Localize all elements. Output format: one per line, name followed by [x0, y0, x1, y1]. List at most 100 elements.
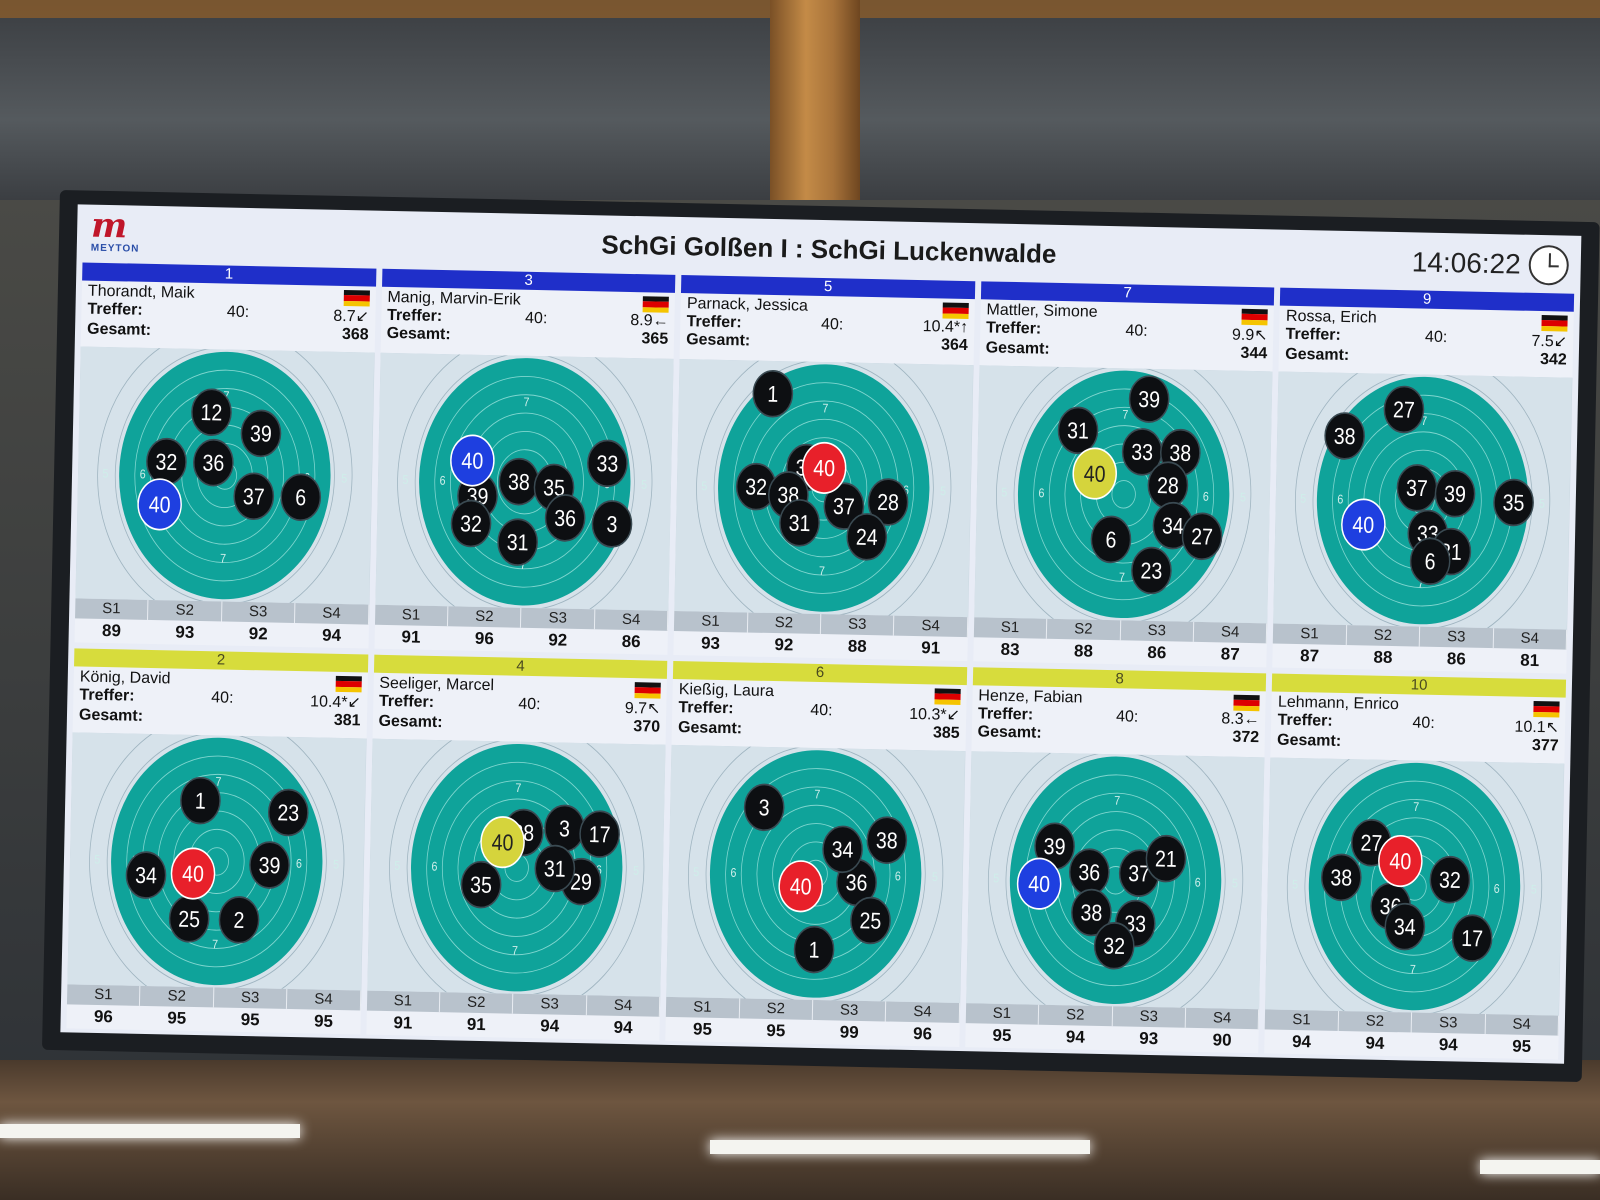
series-score: 88 [847, 636, 867, 656]
shot-number: 34 [135, 862, 157, 888]
series-values: 94 94 94 95 [1265, 1029, 1559, 1059]
last-shot-number: 40 [461, 448, 483, 474]
shot-disc [850, 896, 891, 945]
ring-number: 5 [932, 870, 939, 884]
shooter-info: Manig, Marvin-Erik Treffer: 40: 8.9← Gesamt:… [380, 287, 675, 359]
target-view: 667755123393425240 [67, 732, 367, 991]
series-score: 88 [1073, 641, 1094, 661]
shooter-info: Thorandt, Maik Treffer: 40: 8.7↙ Gesamt: 368 [81, 280, 376, 352]
ring-number: 5 [333, 858, 340, 872]
ceiling-lamp [0, 1124, 300, 1138]
series-label: S1 [374, 604, 449, 627]
series-label: S2 [1047, 618, 1121, 641]
shooter-info: König, David Treffer: 40: 10.4*↙ Gesamt: 381 [73, 666, 368, 738]
hits-label: Treffer: [985, 319, 1042, 338]
shot-disc [1093, 921, 1135, 970]
target-view: 66775513432383728312440 [674, 359, 974, 618]
shot-hole: 1 [752, 369, 794, 418]
last-shot-hole: 40 [1072, 447, 1117, 500]
shot-hole: 33 [586, 439, 628, 488]
ring-number: 5 [341, 472, 348, 486]
series-label: S4 [586, 995, 661, 1017]
last-shot-value: 7.5↙ [1531, 332, 1568, 351]
series-label: S1 [674, 610, 748, 633]
shot-disc [1429, 855, 1471, 904]
shot-number: 35 [470, 872, 492, 898]
ring-number: 7 [1119, 571, 1125, 585]
shot-number: 31 [789, 510, 811, 536]
shot-hole: 17 [1452, 914, 1493, 962]
shot-disc [1384, 902, 1426, 951]
ring-number: 5 [1001, 486, 1008, 500]
series-values: 95 94 93 90 [965, 1023, 1259, 1053]
series-score: 86 [621, 631, 641, 652]
target-ring [1111, 480, 1136, 509]
shot-hole: 31 [534, 844, 575, 893]
series-table: S1 S2 S3 S4 83 88 86 87 [973, 617, 1268, 667]
lane-panel-2: 2 König, David Treffer: 40: 10.4*↙ Gesamt: 381… [66, 648, 368, 1035]
series-score: 94 [1438, 1035, 1458, 1055]
series-score: 90 [1212, 1030, 1232, 1050]
shot-hole: 36 [544, 494, 586, 542]
ring-number: 7 [1413, 800, 1419, 814]
ring-number: 7 [523, 395, 529, 409]
series-table: S1 S2 S3 S4 93 92 88 91 [674, 610, 969, 661]
series-score: 95 [992, 1025, 1012, 1046]
lane-panel-8: 8 Henze, Fabian Treffer: 40: 8.3← Gesamt: 372 6… [965, 667, 1267, 1054]
shot-number: 1 [809, 937, 820, 963]
shot-disc [240, 409, 282, 458]
shot-disc [1452, 914, 1493, 962]
series-label: S4 [1493, 628, 1568, 650]
target-face: 667755338362513440 [666, 744, 966, 1004]
series-values: 91 91 94 94 [366, 1011, 660, 1041]
last-shot-value: 10.4*↙ [309, 693, 362, 712]
shot-disc [193, 438, 234, 487]
shot-disc [1070, 888, 1112, 937]
lane-panel-6: 6 Kießig, Laura Treffer: 40: 10.3*↙ Gesamt: 38… [665, 660, 968, 1048]
clock-time: 14:06:22 [1411, 246, 1522, 280]
series-score: 96 [93, 1006, 114, 1027]
target-face: 6677553831735293140 [366, 738, 666, 997]
ring-number: 6 [296, 857, 302, 871]
shot-number: 36 [554, 505, 576, 531]
shot-hole: 37 [233, 472, 275, 521]
shot-hole: 25 [168, 895, 210, 943]
last-shot-disc [1341, 498, 1387, 551]
series-label: S3 [513, 993, 588, 1016]
shot-hole: 34 [822, 825, 864, 874]
series-label: S1 [666, 996, 740, 1019]
shot-disc [180, 776, 221, 825]
shot-number: 39 [250, 421, 272, 447]
shot-number: 6 [1425, 549, 1436, 575]
target-ring-outer [688, 744, 944, 1004]
series-score: 99 [839, 1022, 859, 1042]
total-value: 372 [1232, 728, 1260, 747]
shooter-info: Mattler, Simone Treffer: 40: 9.9↖ Gesamt: 344 [979, 299, 1274, 371]
series-label: S1 [1273, 623, 1347, 646]
shot-hole: 34 [125, 851, 167, 899]
shot-hole: 38 [1321, 853, 1362, 902]
shot-number: 38 [1331, 865, 1353, 891]
series-label: S2 [140, 985, 215, 1008]
shot-number: 36 [1078, 860, 1100, 886]
series-table: S1 S2 S3 S4 87 88 86 81 [1273, 623, 1568, 674]
german-flag-icon [1541, 315, 1568, 332]
series-score: 93 [175, 622, 195, 642]
total-label: Gesamt: [977, 723, 1042, 742]
shot-hole: 3 [543, 804, 585, 853]
last-shot-value: 8.3← [1221, 710, 1260, 729]
shot-number: 34 [1394, 914, 1416, 940]
shot-disc [586, 439, 628, 488]
shot-disc [591, 500, 632, 548]
series-label: S1 [965, 1003, 1040, 1025]
ring-number: 5 [693, 865, 700, 879]
series-label: S1 [75, 598, 149, 620]
shot-hole: 32 [146, 437, 187, 486]
shot-number: 23 [1140, 558, 1162, 584]
series-score: 91 [466, 1014, 486, 1035]
shot-hole: 37 [1397, 464, 1438, 512]
last-shot-disc [1016, 857, 1062, 910]
ring-number: 7 [1410, 963, 1416, 977]
shot-count: 40: [820, 315, 844, 334]
